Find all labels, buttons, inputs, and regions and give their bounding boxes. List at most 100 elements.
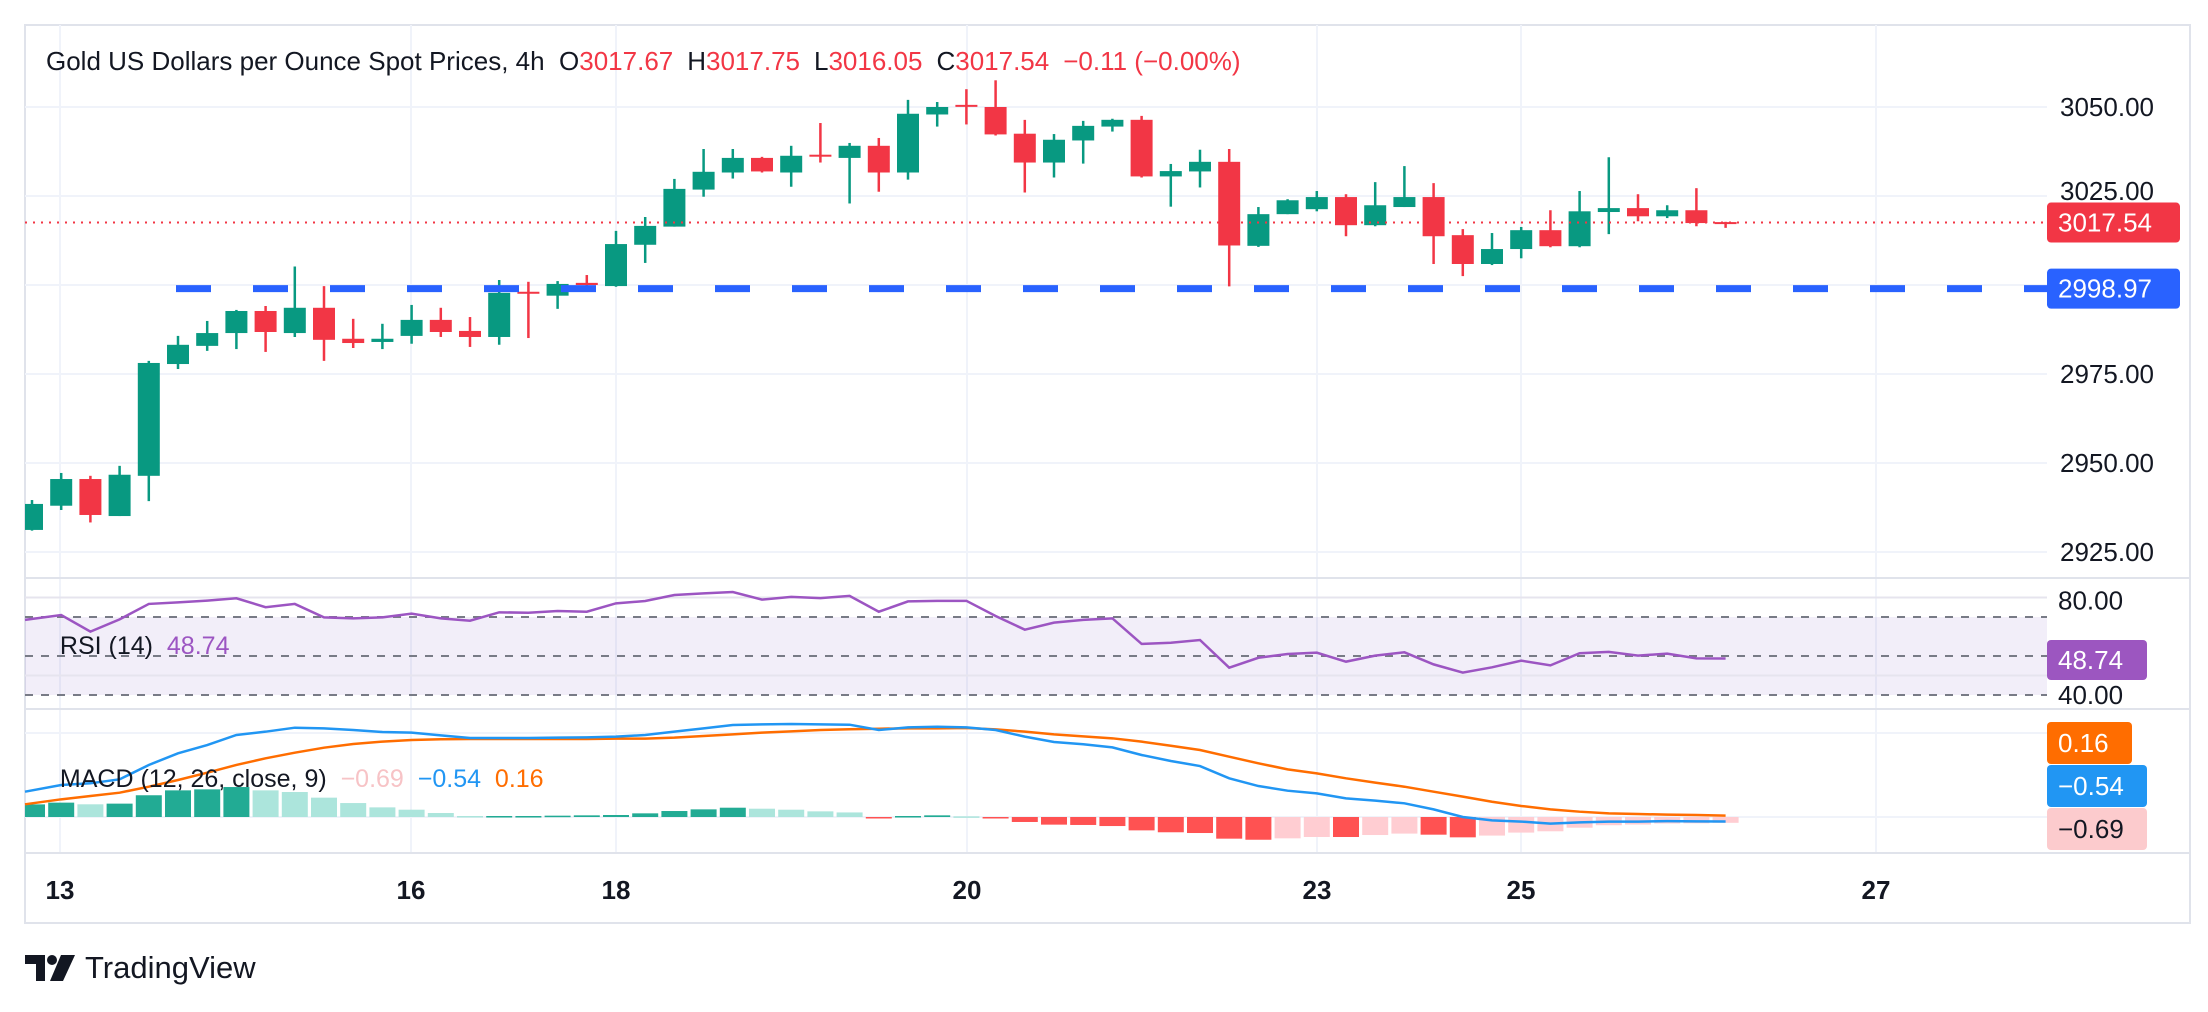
candle — [342, 318, 365, 349]
macd-histogram-bar — [77, 804, 104, 817]
macd-histogram-bar — [1274, 817, 1301, 839]
macd-pane — [24, 722, 2047, 840]
candle-body — [1422, 197, 1445, 237]
macd-line-text: −0.54 — [2058, 771, 2124, 801]
candle — [254, 306, 277, 352]
grid — [24, 24, 2191, 924]
candle-body — [459, 330, 481, 337]
macd-histogram-bar — [895, 816, 921, 818]
candle — [371, 323, 394, 350]
candle — [283, 266, 306, 337]
overlays — [25, 221, 2047, 293]
candle-body — [1013, 133, 1036, 163]
candle — [517, 281, 540, 339]
candle — [1451, 229, 1474, 277]
candle-body — [196, 333, 219, 346]
candle-body — [1276, 200, 1299, 215]
last-price-badge — [2047, 202, 2180, 243]
candle — [1218, 149, 1241, 287]
macd-histogram-bar — [632, 813, 659, 817]
candle — [605, 230, 627, 287]
candle-body — [167, 344, 189, 365]
candle-body — [1159, 171, 1182, 177]
candle — [1013, 119, 1036, 193]
candle-body — [1597, 208, 1620, 213]
candle — [1043, 134, 1065, 178]
symbol-title[interactable]: Gold US Dollars per Ounce Spot Prices, 4… — [46, 46, 545, 76]
candle-body — [1539, 230, 1562, 247]
candle — [429, 307, 452, 337]
candle — [1335, 194, 1357, 237]
tradingview-logo[interactable]: TradingView — [25, 950, 256, 986]
macd-histogram-bar — [1216, 817, 1243, 839]
rsi-tick-label: 40.00 — [2058, 680, 2123, 710]
macd-histogram-bar — [252, 790, 279, 817]
candle — [1597, 157, 1620, 235]
candle-body — [371, 338, 394, 342]
tradingview-logo-text: TradingView — [85, 950, 256, 985]
candle-body — [663, 188, 686, 227]
macd-histogram-bar — [311, 797, 337, 817]
candle — [25, 500, 43, 531]
candle — [196, 320, 219, 351]
time-tick-label: 18 — [602, 875, 631, 905]
macd-histogram-bar — [48, 802, 75, 817]
macd-histogram-bar — [1070, 817, 1097, 825]
rsi-pane — [24, 590, 2047, 696]
candle-body — [1714, 222, 1737, 225]
candle — [1130, 115, 1153, 178]
macd-histogram-bar — [1303, 817, 1330, 838]
macd-histogram-bar — [1128, 817, 1155, 831]
candle — [1276, 199, 1299, 215]
macd-histogram-bar — [135, 795, 162, 817]
tradingview-logo-icon — [25, 955, 75, 981]
candle-body — [1481, 249, 1503, 264]
candle-body — [751, 157, 773, 172]
candle — [50, 472, 73, 510]
macd-signal-text: 0.16 — [2058, 728, 2109, 758]
candle — [137, 360, 160, 502]
macd-signal-value: 0.16 — [494, 765, 544, 793]
macd-histogram-bar — [1420, 817, 1447, 835]
candle-body — [634, 225, 657, 245]
candle-body — [1393, 197, 1416, 208]
candle-body — [1364, 205, 1387, 226]
price-tick-label: 2975.00 — [2060, 359, 2154, 389]
candle-body — [1305, 197, 1328, 210]
macd-histogram-bar — [778, 809, 805, 817]
macd-signal-badge — [2047, 722, 2132, 764]
rsi-legend[interactable]: RSI (14) 48.74 — [46, 603, 230, 661]
candle — [780, 145, 803, 187]
macd-legend[interactable]: MACD (12, 26, close, 9) −0.69 −0.54 0.16 — [46, 736, 544, 794]
macd-histogram-bar — [1157, 817, 1184, 833]
close-label: C — [936, 46, 956, 76]
candle-body — [1101, 119, 1124, 127]
macd-histogram-bar — [223, 787, 250, 817]
candle — [663, 178, 686, 227]
candle — [955, 89, 978, 125]
candle-body — [1043, 139, 1065, 163]
macd-histogram-value: −0.69 — [340, 765, 404, 793]
candle-body — [692, 171, 715, 190]
macd-histogram-bar — [1449, 817, 1476, 838]
time-tick-label: 25 — [1507, 875, 1536, 905]
time-tick-label: 20 — [953, 875, 982, 905]
macd-histogram-bar — [749, 808, 775, 817]
macd-label: MACD (12, 26, close, 9) — [59, 765, 327, 793]
candle-body — [313, 307, 335, 340]
candle — [1247, 207, 1270, 247]
price-tick-label: 2950.00 — [2060, 448, 2154, 478]
price-tick-label: 2925.00 — [2060, 537, 2154, 567]
macd-histogram-bar — [1245, 817, 1272, 840]
time-tick-label: 13 — [46, 875, 75, 905]
candle-body — [955, 104, 978, 107]
candle-body — [488, 292, 511, 337]
candle-body — [1510, 230, 1533, 250]
macd-histogram-bar — [719, 807, 746, 817]
rsi-value-text: 48.74 — [2058, 645, 2123, 675]
candle — [1364, 182, 1387, 227]
macd-histogram-badge — [2047, 808, 2147, 850]
candle — [1568, 191, 1591, 248]
open-label: O — [559, 46, 580, 76]
